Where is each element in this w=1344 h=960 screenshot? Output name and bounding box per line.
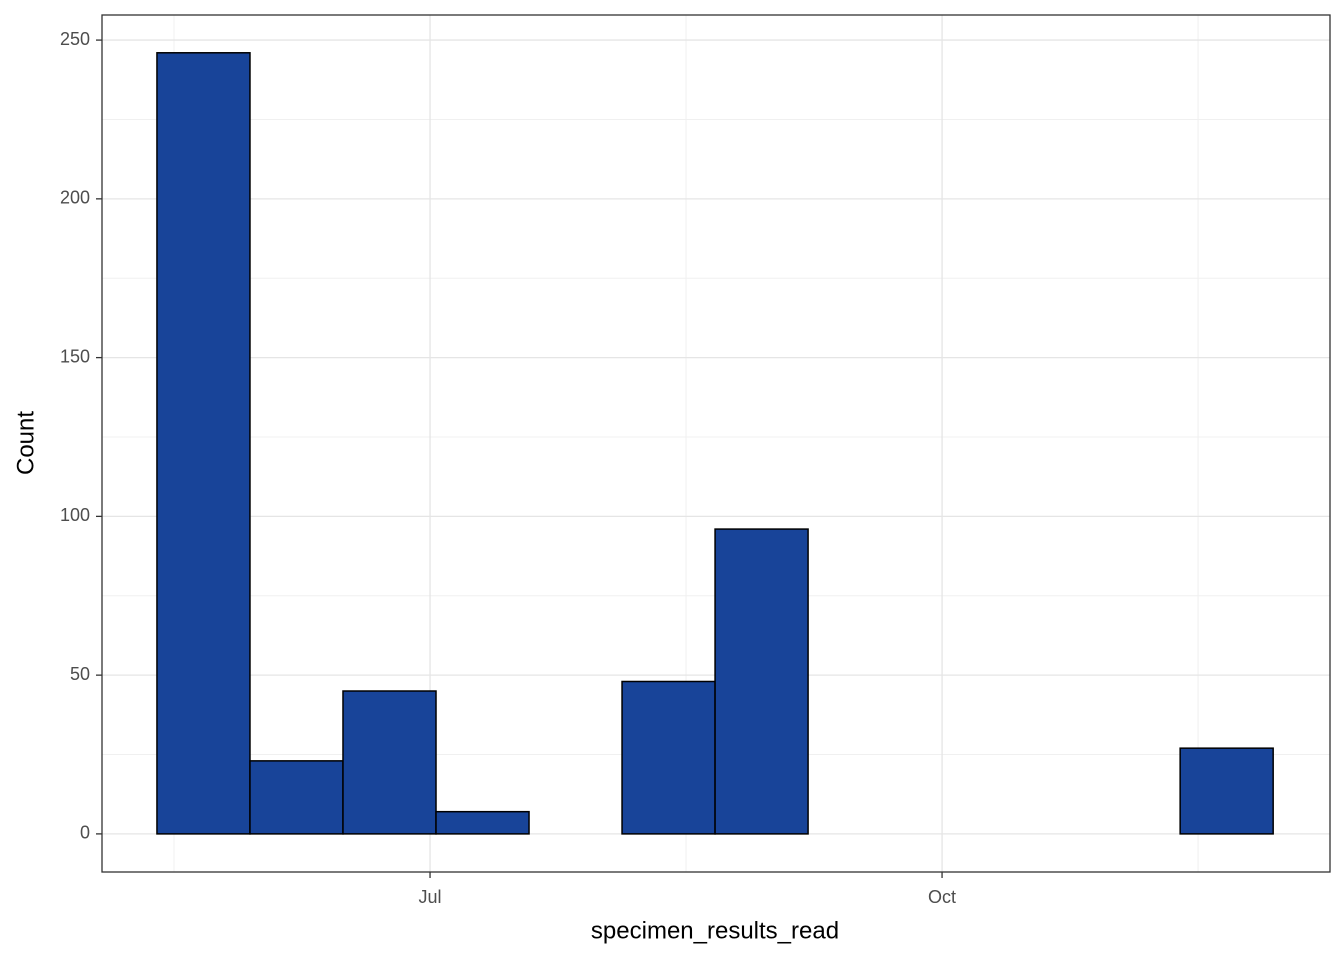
bars [156,52,1274,835]
x-axis-title: specimen_results_read [591,917,839,944]
panel-border [101,14,1331,873]
x-tick-label: Oct [928,887,956,907]
y-tick-label: 100 [60,505,90,525]
bar [1179,747,1274,835]
y-tick-label: 200 [60,188,90,208]
y-axis-title: Count [12,411,39,475]
bar [714,528,809,835]
bar [249,760,344,835]
bar [621,680,716,835]
y-tick-label: 250 [60,29,90,49]
axes: 0 50 100 150 200 250 Jul Oct [60,29,956,907]
bar [156,52,251,835]
x-tick-label: Jul [419,887,442,907]
y-tick-label: 0 [80,823,90,843]
y-tick-label: 150 [60,346,90,366]
bar [435,810,530,835]
bar [342,690,437,835]
y-tick-label: 50 [70,664,90,684]
